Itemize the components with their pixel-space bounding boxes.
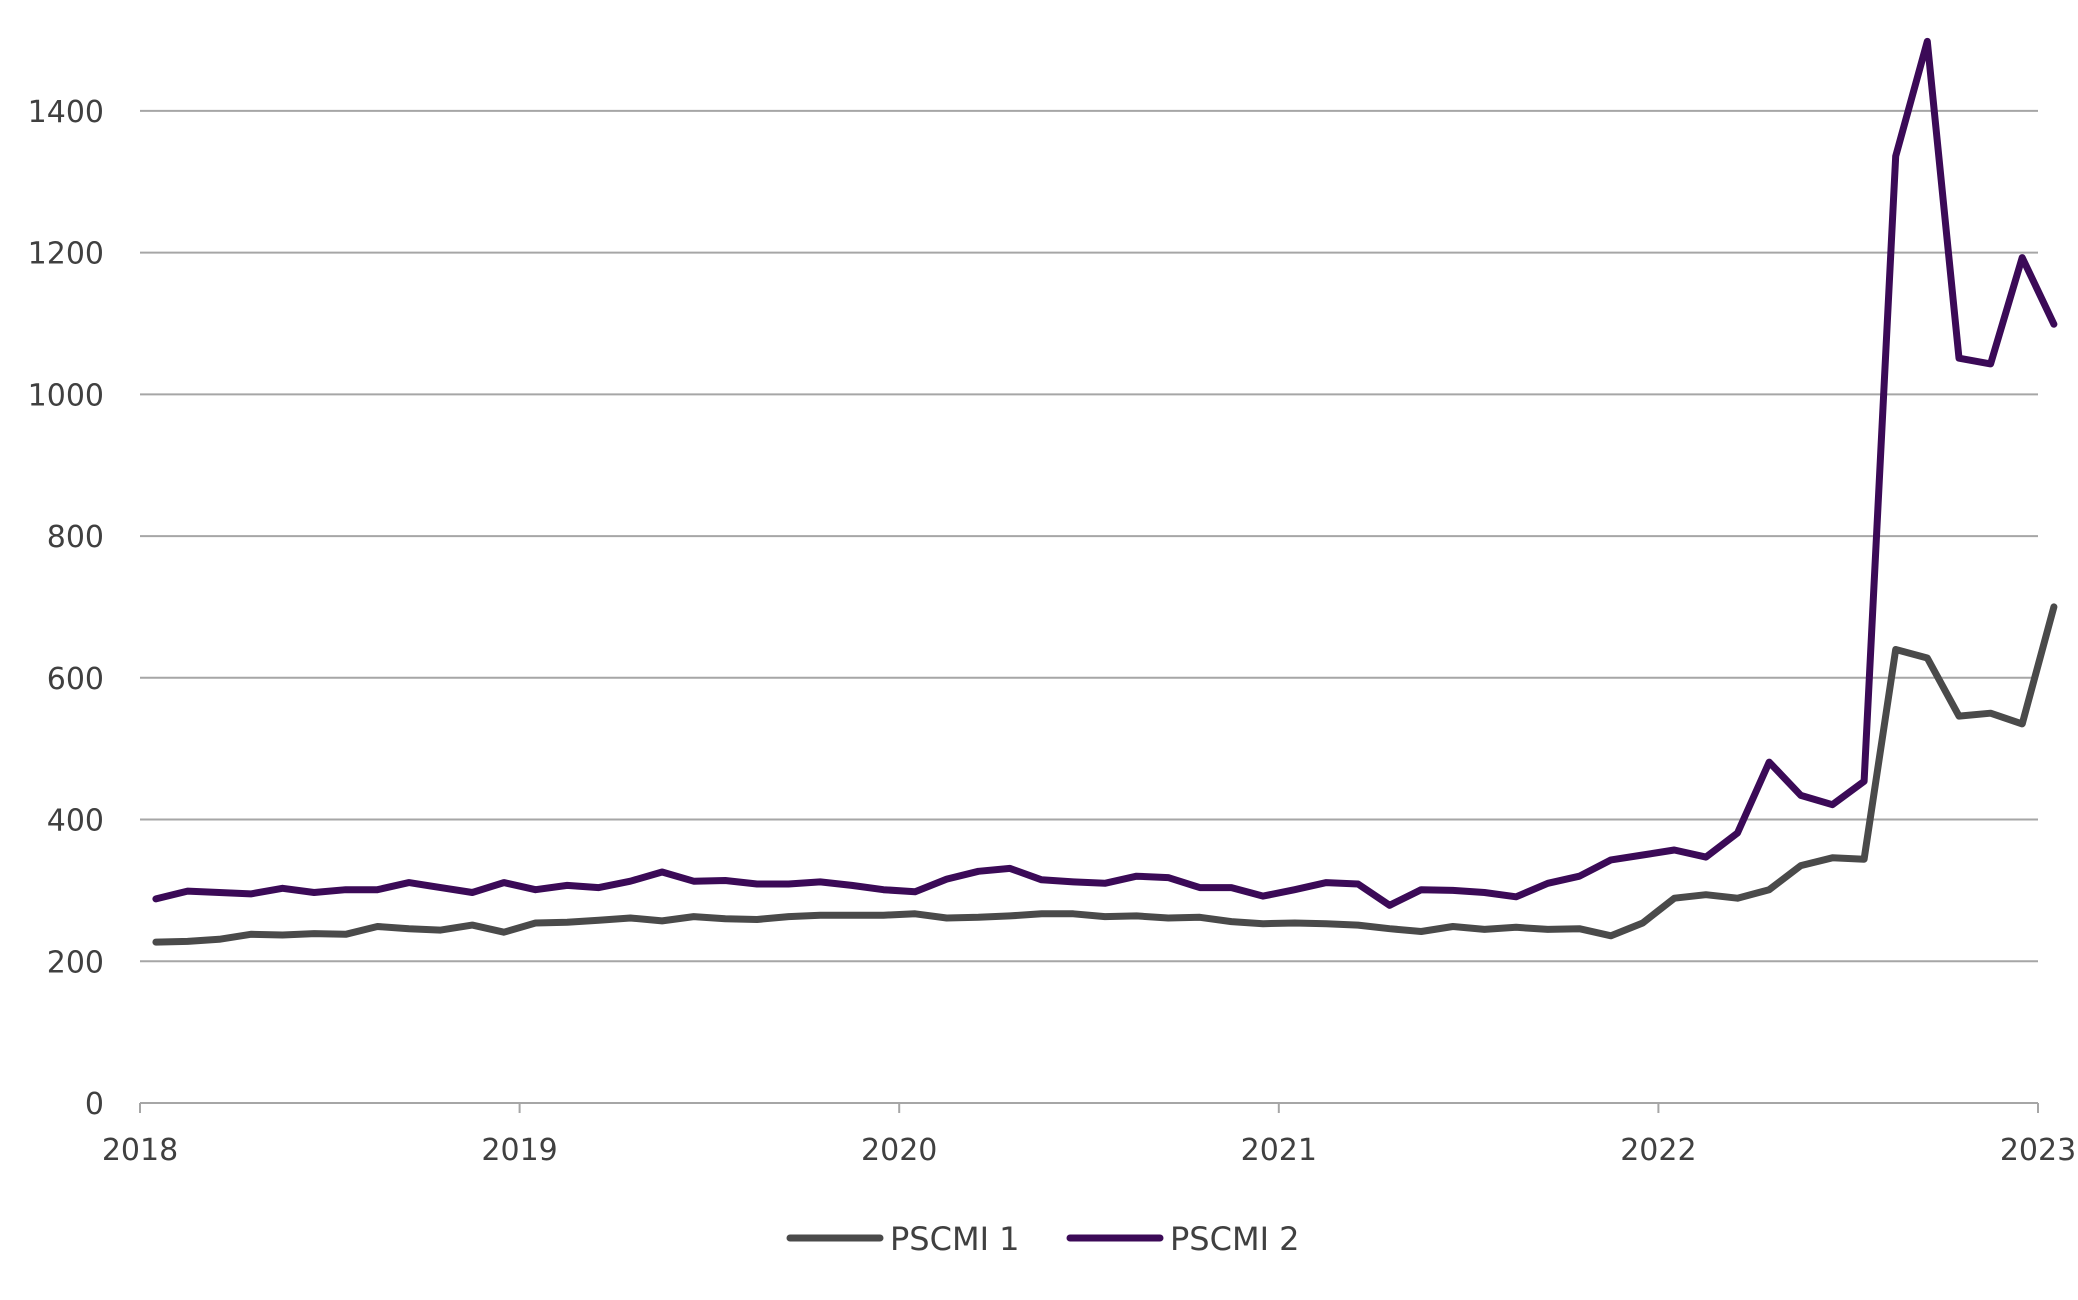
series-lines	[152, 37, 2058, 946]
x-tick-label-2021: 2021	[1241, 1133, 1317, 1168]
x-tick-label-2019: 2019	[481, 1133, 557, 1168]
y-tick-label-200: 200	[47, 945, 104, 980]
y-tick-label-600: 600	[47, 662, 104, 697]
legend: PSCMI 1 PSCMI 2	[786, 1220, 1300, 1258]
x-tick-label-2020: 2020	[861, 1133, 937, 1168]
y-tick-label-1000: 1000	[28, 378, 104, 413]
y-tick-label-400: 400	[47, 804, 104, 839]
legend-label-pscmi-1: PSCMI 1	[890, 1220, 1020, 1258]
x-tick-label-2018: 2018	[102, 1133, 178, 1168]
y-tick-label-800: 800	[47, 520, 104, 555]
x-tick-label-2023: 2023	[2000, 1133, 2076, 1168]
series-line-pscmi-1	[152, 603, 2058, 946]
x-axis	[139, 1102, 2039, 1113]
y-tick-label-0: 0	[85, 1087, 104, 1122]
y-tick-label-1200: 1200	[28, 237, 104, 272]
y-tick-label-1400: 1400	[28, 95, 104, 130]
y-axis-tick-labels: 0 200 400 600 800 1000 1200 1400	[28, 95, 104, 1122]
series-line-pscmi-2	[152, 37, 2058, 909]
legend-label-pscmi-2: PSCMI 2	[1170, 1220, 1300, 1258]
gridlines	[140, 109, 2038, 963]
x-axis-tick-labels: 2018 2019 2020 2021 2022 2023	[102, 1133, 2076, 1168]
x-tick-label-2022: 2022	[1620, 1133, 1696, 1168]
